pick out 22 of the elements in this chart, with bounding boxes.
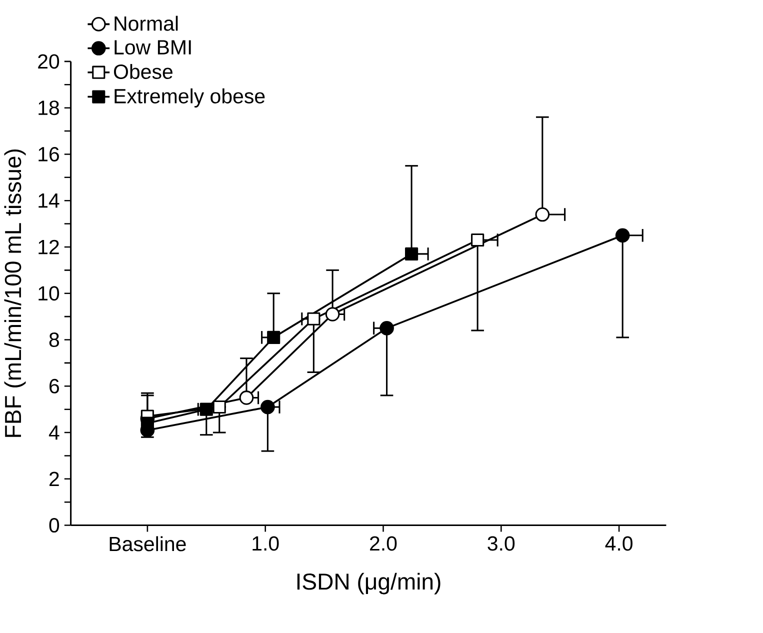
y-tick-label: 2 bbox=[50, 472, 59, 486]
legend-label: Obese bbox=[114, 64, 172, 80]
y-axis-title: FBF (mL/min/100 mL tissue) bbox=[4, 150, 26, 437]
y-tick-label: 4 bbox=[48, 426, 60, 440]
y-tick-label: 8 bbox=[49, 332, 59, 348]
x-tick-label: 2.0 bbox=[370, 536, 397, 551]
x-tick-label: 3.0 bbox=[488, 536, 515, 551]
x-tick-label: Baseline bbox=[110, 536, 186, 552]
y-tick-label: 6 bbox=[50, 378, 59, 394]
legend-label: Low BMI bbox=[114, 40, 191, 55]
y-tick-label: 14 bbox=[38, 194, 60, 208]
legend-label: Normal bbox=[114, 16, 178, 31]
y-tick-label: 0 bbox=[49, 518, 60, 533]
y-tick-label: 16 bbox=[38, 147, 59, 162]
y-tick-label: 18 bbox=[38, 100, 59, 116]
y-tick-label: 12 bbox=[38, 240, 59, 254]
x-tick-label: 1.0 bbox=[252, 536, 279, 551]
x-axis-title: ISDN (μg/min) bbox=[297, 572, 440, 594]
y-tick-label: 10 bbox=[38, 286, 60, 301]
y-tick-label: 20 bbox=[38, 54, 60, 69]
x-tick-label: 4.0 bbox=[605, 536, 632, 551]
legend-label: Extremely obese bbox=[114, 88, 265, 108]
